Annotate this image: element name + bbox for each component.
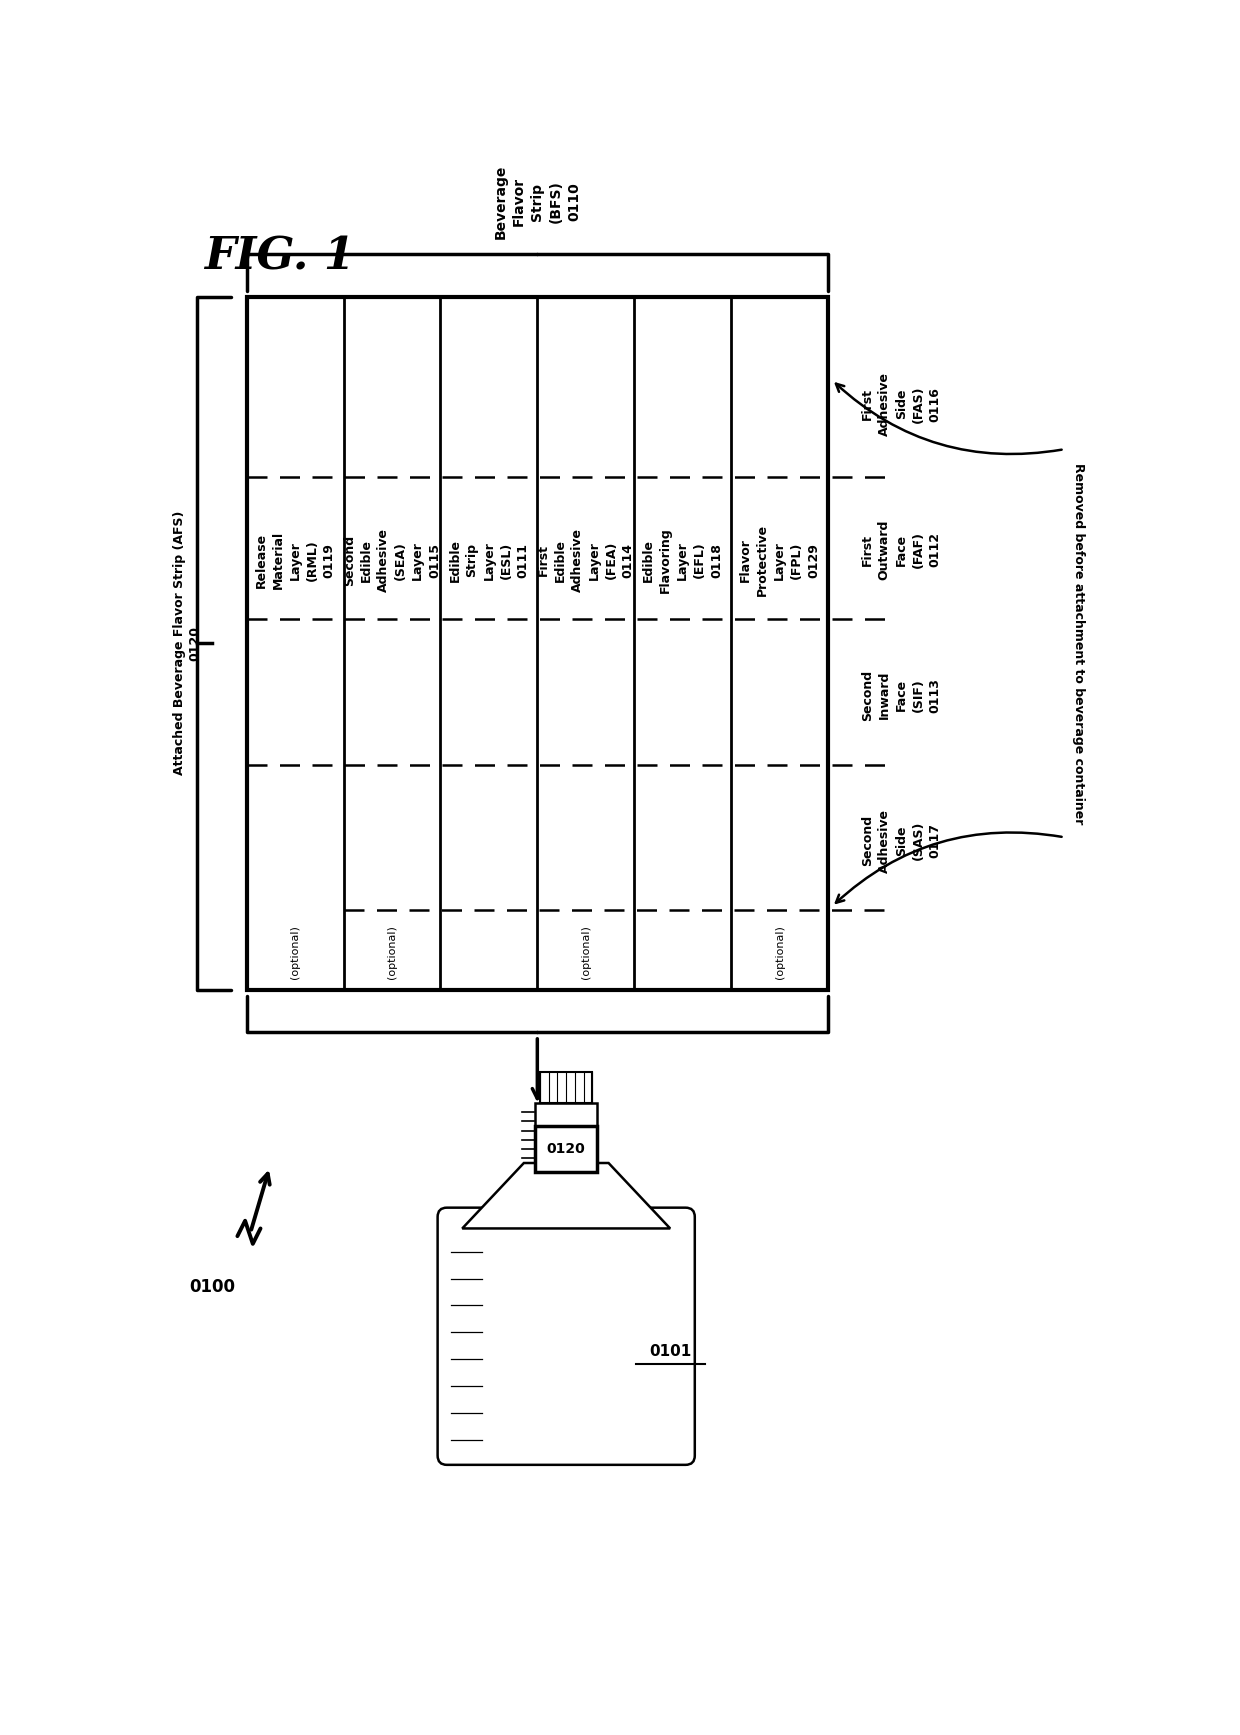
Text: Attached Beverage Flavor Strip (AFS)
0120: Attached Beverage Flavor Strip (AFS) 012… bbox=[172, 512, 202, 776]
Text: Edible
Strip
Layer
(ESL)
0111: Edible Strip Layer (ESL) 0111 bbox=[449, 538, 529, 581]
Text: FIG. 1: FIG. 1 bbox=[205, 236, 355, 278]
Text: First
Edible
Adhesive
Layer
(FEA)
0114: First Edible Adhesive Layer (FEA) 0114 bbox=[537, 527, 635, 592]
Text: 0101: 0101 bbox=[649, 1345, 691, 1359]
Text: 0120: 0120 bbox=[547, 1142, 585, 1156]
Text: (optional): (optional) bbox=[290, 925, 300, 979]
Text: Release
Material
Layer
(RML)
0119: Release Material Layer (RML) 0119 bbox=[254, 531, 336, 590]
Bar bbox=[247, 297, 828, 989]
Bar bbox=[541, 1072, 593, 1103]
Text: Removed before attachment to beverage container: Removed before attachment to beverage co… bbox=[1071, 463, 1085, 824]
Text: Beverage
Flavor
Strip
(BFS)
0110: Beverage Flavor Strip (BFS) 0110 bbox=[494, 165, 582, 239]
Text: (optional): (optional) bbox=[387, 925, 397, 979]
Bar bbox=[536, 1103, 596, 1164]
Text: Second
Adhesive
Side
(SAS)
0117: Second Adhesive Side (SAS) 0117 bbox=[861, 809, 941, 873]
FancyBboxPatch shape bbox=[438, 1208, 694, 1464]
Bar bbox=[536, 1126, 596, 1173]
Text: 0100: 0100 bbox=[188, 1279, 236, 1296]
Text: Second
Edible
Adhesive
(SEA)
Layer
0115: Second Edible Adhesive (SEA) Layer 0115 bbox=[343, 527, 441, 592]
Text: Edible
Flavoring
Layer
(EFL)
0118: Edible Flavoring Layer (EFL) 0118 bbox=[642, 527, 723, 593]
Text: First
Adhesive
Side
(FAS)
0116: First Adhesive Side (FAS) 0116 bbox=[861, 373, 941, 435]
Polygon shape bbox=[463, 1162, 670, 1228]
Text: Second
Inward
Face
(SIF)
0113: Second Inward Face (SIF) 0113 bbox=[861, 670, 941, 720]
Text: Flavor
Protective
Layer
(FPL)
0129: Flavor Protective Layer (FPL) 0129 bbox=[739, 524, 820, 597]
Text: (optional): (optional) bbox=[775, 925, 785, 979]
Text: First
Outward
Face
(FAF)
0112: First Outward Face (FAF) 0112 bbox=[861, 519, 941, 579]
Text: (optional): (optional) bbox=[580, 925, 590, 979]
